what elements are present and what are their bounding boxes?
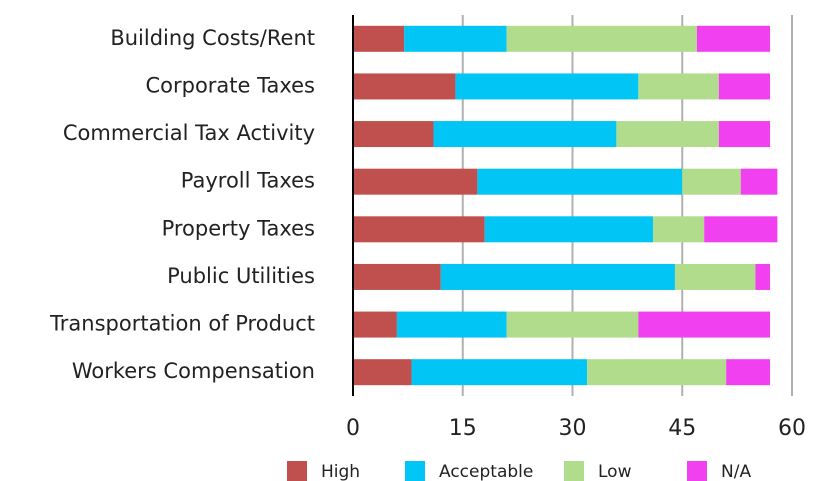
bar-segment xyxy=(353,263,441,290)
bar-segment xyxy=(353,25,405,52)
bar-segment xyxy=(740,168,778,195)
y-tick-label: Payroll Taxes xyxy=(181,169,315,193)
bar-segment xyxy=(353,73,456,100)
legend-swatch xyxy=(564,461,584,481)
legend-swatch xyxy=(405,461,425,481)
bar-segment xyxy=(455,73,639,100)
bar-segment xyxy=(718,73,771,100)
x-tick-label: 30 xyxy=(559,416,587,441)
y-tick-label: Property Taxes xyxy=(162,216,315,240)
x-tick-label: 45 xyxy=(668,416,696,441)
bar-segment xyxy=(506,25,697,52)
bar-segment xyxy=(674,263,756,290)
y-tick-label: Workers Compensation xyxy=(72,359,315,383)
bar-segment xyxy=(440,263,675,290)
bar-segment xyxy=(682,168,741,195)
bar-segment xyxy=(404,25,507,52)
bar-segment xyxy=(638,73,719,100)
bar-segment xyxy=(726,359,771,386)
legend-swatch xyxy=(687,461,707,481)
legend-swatch xyxy=(287,461,307,481)
bar-segment xyxy=(477,168,683,195)
bar-segment xyxy=(396,311,507,338)
y-tick-label: Corporate Taxes xyxy=(145,73,315,97)
y-tick-label: Public Utilities xyxy=(167,264,315,288)
legend-label: Low xyxy=(598,462,632,481)
legend-label: N/A xyxy=(721,462,751,481)
y-tick-label: Commercial Tax Activity xyxy=(63,121,315,145)
bar-segment xyxy=(353,359,412,386)
bar-segment xyxy=(638,311,771,338)
bar-segment xyxy=(353,121,434,148)
bar-segment xyxy=(616,121,719,148)
bar-segment xyxy=(353,311,397,338)
bar-segment xyxy=(411,359,588,386)
bar-segment xyxy=(652,216,705,243)
bar-segment xyxy=(704,216,778,243)
x-tick-label: 15 xyxy=(449,416,477,441)
x-tick-label: 60 xyxy=(778,416,806,441)
bar-segment xyxy=(506,311,639,338)
bar-segment xyxy=(433,121,617,148)
bar-segment xyxy=(353,168,478,195)
y-tick-label: Transportation of Product xyxy=(49,312,315,336)
bar-segment xyxy=(696,25,771,52)
bar-segment xyxy=(755,263,771,290)
y-tick-label: Building Costs/Rent xyxy=(110,26,315,50)
bar-segment xyxy=(587,359,727,386)
bar-segment xyxy=(484,216,653,243)
bar-segment xyxy=(353,216,485,243)
legend-label: Acceptable xyxy=(439,462,533,481)
bar-segment xyxy=(718,121,771,148)
legend-label: High xyxy=(321,462,360,481)
x-tick-label: 0 xyxy=(346,416,360,441)
